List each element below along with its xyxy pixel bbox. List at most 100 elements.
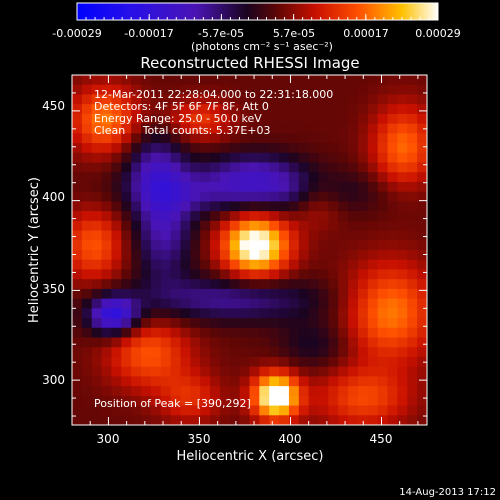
heatmap-cell bbox=[417, 298, 427, 309]
heatmap-cell bbox=[407, 240, 418, 251]
heatmap-cell bbox=[101, 104, 113, 115]
heatmap-cell bbox=[160, 240, 172, 251]
heatmap-cell bbox=[288, 327, 300, 339]
heatmap-cell bbox=[190, 143, 201, 154]
heatmap-cell bbox=[190, 181, 201, 193]
heatmap-cell bbox=[180, 298, 191, 309]
heatmap-cell bbox=[269, 84, 280, 96]
heatmap-cell bbox=[72, 75, 83, 86]
heatmap-cell bbox=[180, 356, 191, 368]
heatmap-cell bbox=[121, 386, 132, 397]
heatmap-cell bbox=[357, 113, 369, 125]
heatmap-cell bbox=[150, 337, 162, 348]
heatmap-cell bbox=[269, 172, 280, 183]
heatmap-cell bbox=[407, 298, 418, 309]
heatmap-cell bbox=[200, 201, 211, 212]
heatmap-cell bbox=[249, 347, 260, 358]
heatmap-cell bbox=[131, 405, 142, 416]
heatmap-cell bbox=[269, 191, 280, 202]
heatmap-cell bbox=[170, 191, 182, 202]
heatmap-cell bbox=[397, 211, 408, 222]
heatmap-cell bbox=[239, 269, 251, 280]
heatmap-cell bbox=[131, 259, 142, 271]
heatmap-cell bbox=[131, 133, 142, 144]
heatmap-cell bbox=[229, 113, 241, 125]
heatmap-cell bbox=[259, 181, 270, 193]
heatmap-cell bbox=[170, 201, 182, 212]
heatmap-cell bbox=[210, 152, 221, 164]
heatmap-cell bbox=[170, 152, 182, 164]
heatmap-cell bbox=[190, 386, 201, 397]
heatmap-cell bbox=[298, 366, 310, 377]
heatmap-cell bbox=[229, 123, 241, 134]
heatmap-cell bbox=[328, 337, 339, 348]
heatmap-cell bbox=[417, 376, 427, 387]
heatmap-cell bbox=[91, 327, 103, 339]
heatmap-cell bbox=[407, 162, 418, 173]
heatmap-cell bbox=[288, 220, 300, 232]
heatmap-cell bbox=[229, 84, 241, 96]
heatmap-cell bbox=[328, 84, 339, 96]
heatmap-cell bbox=[298, 240, 310, 251]
heatmap-cell bbox=[239, 240, 251, 251]
heatmap-cell bbox=[288, 113, 300, 125]
heatmap-cell bbox=[338, 405, 349, 416]
heatmap-cell bbox=[141, 356, 152, 368]
y-axis-label: Heliocentric Y (arcsec) bbox=[27, 177, 42, 323]
heatmap-cell bbox=[407, 366, 418, 377]
heatmap-cell bbox=[259, 259, 270, 271]
heatmap-cell bbox=[170, 269, 182, 280]
heatmap-cell bbox=[190, 376, 201, 387]
heatmap-cell bbox=[338, 269, 349, 280]
heatmap-cell bbox=[249, 415, 260, 425]
x-tick-label: 400 bbox=[279, 432, 302, 446]
heatmap-cell bbox=[417, 230, 427, 241]
x-tick-label: 350 bbox=[188, 432, 211, 446]
heatmap-cell bbox=[239, 104, 251, 115]
heatmap-cell bbox=[269, 240, 280, 251]
heatmap-cell bbox=[279, 269, 290, 280]
heatmap-cell bbox=[377, 308, 389, 319]
heatmap-cell bbox=[160, 386, 172, 397]
heatmap-cell bbox=[407, 181, 418, 193]
heatmap-cell bbox=[72, 172, 83, 183]
heatmap-cell bbox=[200, 347, 211, 358]
heatmap-cell bbox=[288, 172, 300, 183]
heatmap-cell bbox=[338, 143, 349, 154]
heatmap-cell bbox=[101, 201, 113, 212]
heatmap-cell bbox=[328, 123, 339, 134]
heatmap-cell bbox=[91, 356, 103, 368]
heatmap-cell bbox=[298, 191, 310, 202]
heatmap-cell bbox=[200, 240, 211, 251]
heatmap-cell bbox=[160, 395, 172, 407]
heatmap-cell bbox=[180, 327, 191, 339]
heatmap-cell bbox=[377, 259, 389, 271]
heatmap-cell bbox=[160, 376, 172, 387]
heatmap-cell bbox=[397, 113, 408, 125]
heatmap-cell bbox=[190, 269, 201, 280]
heatmap-cell bbox=[81, 84, 93, 96]
heatmap-cell bbox=[367, 366, 379, 377]
heatmap-cell bbox=[239, 347, 251, 358]
heatmap-cell bbox=[81, 318, 93, 329]
heatmap-cell bbox=[180, 288, 191, 300]
heatmap-cell bbox=[288, 288, 300, 300]
heatmap-cell bbox=[249, 366, 260, 377]
annotation-detectors: Detectors: 4F 5F 6F 7F 8F, Att 0 bbox=[94, 100, 269, 113]
heatmap-cell bbox=[407, 288, 418, 300]
colorbar-tick-label: -0.00017 bbox=[124, 27, 173, 40]
heatmap-cell bbox=[239, 230, 251, 241]
heatmap-cell bbox=[397, 347, 408, 358]
heatmap-cell bbox=[249, 172, 260, 183]
heatmap-cell bbox=[131, 143, 142, 154]
heatmap-cell bbox=[387, 104, 399, 115]
heatmap-cell bbox=[210, 415, 221, 425]
heatmap-cell bbox=[210, 259, 221, 271]
heatmap-cell bbox=[318, 240, 329, 251]
heatmap-cell bbox=[239, 133, 251, 144]
heatmap-cell bbox=[101, 259, 113, 271]
heatmap-cell bbox=[279, 230, 290, 241]
heatmap-cell bbox=[249, 386, 260, 397]
heatmap-cell bbox=[298, 250, 310, 261]
heatmap-cell bbox=[259, 104, 270, 115]
